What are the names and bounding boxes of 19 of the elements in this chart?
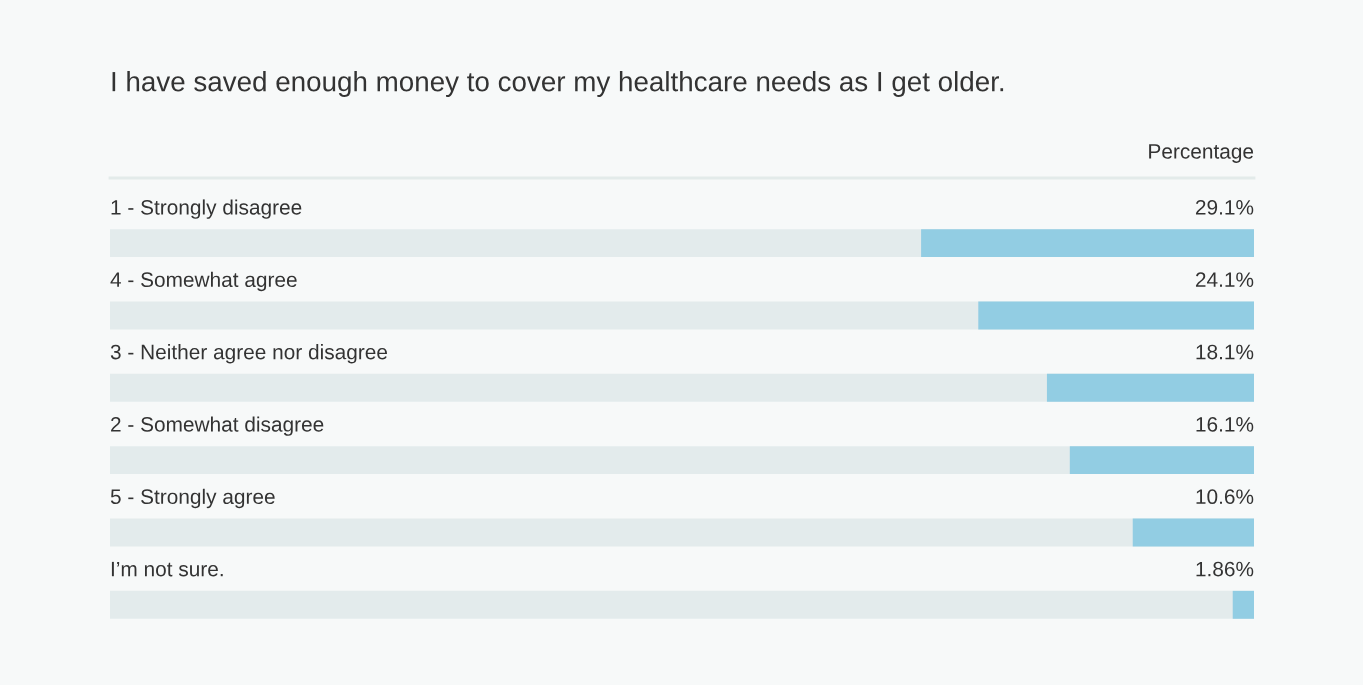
bar xyxy=(1232,590,1254,619)
data-label: 10.6% xyxy=(1196,489,1254,505)
bar xyxy=(978,301,1254,330)
data-label: 24.1% xyxy=(1195,272,1254,287)
y-tick-label: I’m not sure. xyxy=(111,561,223,577)
x-axis-title: Percentage xyxy=(1149,144,1254,163)
bar xyxy=(1046,373,1254,402)
y-tick-label: 5 - Strongly agree xyxy=(110,488,275,509)
y-tick-label: 3 - Neither agree nor disagree xyxy=(110,344,388,364)
y-tick-label: 4 - Somewhat agree xyxy=(110,271,297,292)
bar xyxy=(1069,446,1254,475)
data-label: 18.1% xyxy=(1196,344,1254,360)
data-label: 29.1% xyxy=(1195,199,1254,215)
y-tick-label: 2 - Somewhat disagree xyxy=(111,416,324,436)
data-label: 16.1% xyxy=(1196,416,1254,432)
chart-title: I have saved enough money to cover my healthcare needs as I get older. xyxy=(112,71,1004,97)
y-tick-label: 1 - Strongly disagree xyxy=(111,199,302,219)
bar xyxy=(1132,518,1254,547)
data-label: 1.86% xyxy=(1196,561,1254,577)
